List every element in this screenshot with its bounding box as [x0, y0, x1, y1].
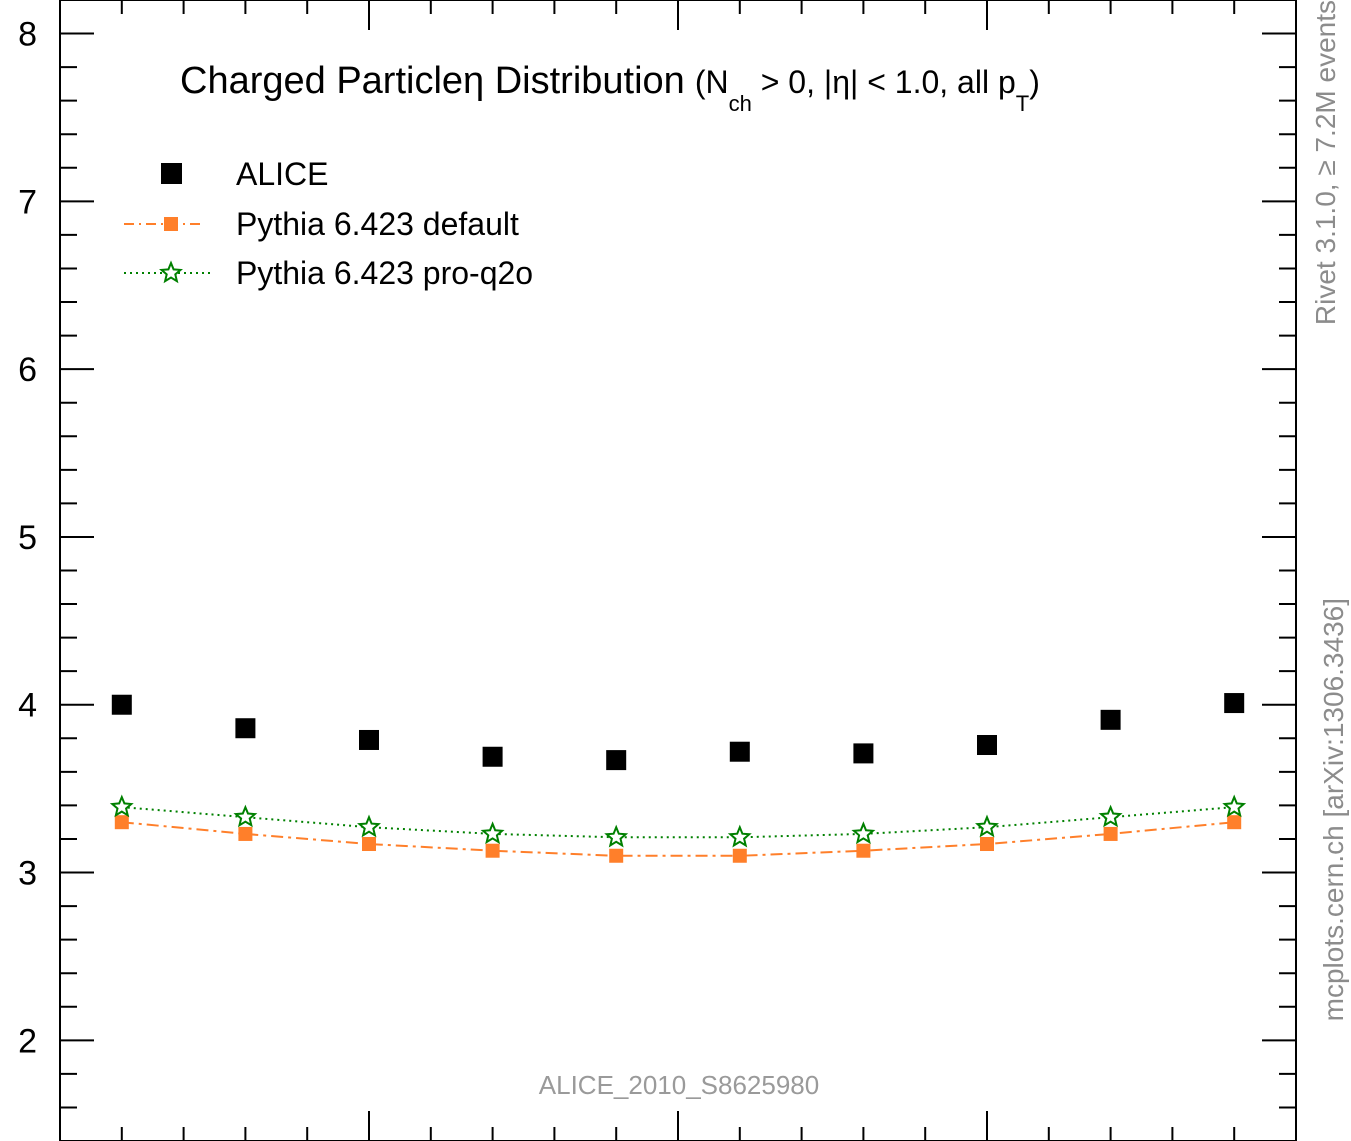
point-2-5 — [727, 824, 752, 848]
point-2-3 — [480, 821, 505, 845]
legend-label-pythia-default: Pythia 6.423 default — [236, 206, 519, 242]
series-layer — [109, 693, 1247, 863]
point-1-6 — [856, 843, 871, 858]
point-1-3 — [485, 843, 500, 858]
y-tick-label-3: 3 — [18, 855, 37, 893]
series-0 — [111, 693, 1245, 771]
y-tick-label-6: 6 — [18, 351, 37, 389]
legend-marker-pythia-default — [164, 217, 178, 231]
point-0-2 — [359, 729, 379, 750]
legend-marker-pythia-pro-q2o — [159, 260, 183, 284]
legend-entry-pythia-pro-q2o: Pythia 6.423 pro-q2o — [124, 255, 533, 291]
legend-entry-alice: ALICE — [161, 156, 328, 192]
axis-ticks — [59, 0, 1297, 1141]
point-1-8 — [1103, 826, 1118, 841]
point-0-1 — [235, 718, 256, 739]
y-tick-label-7: 7 — [18, 183, 37, 221]
point-1-0 — [114, 815, 129, 830]
point-1-4 — [609, 848, 624, 863]
y-tick-label-2: 2 — [18, 1022, 37, 1060]
legend-marker-alice — [161, 163, 182, 184]
point-2-8 — [1098, 804, 1123, 828]
series-line-2 — [121, 806, 1235, 839]
y-tick-label-4: 4 — [18, 687, 37, 725]
point-1-2 — [362, 837, 376, 852]
side-label-bottom: mcplots.cern.ch [arXiv:1306.3436] — [1318, 598, 1349, 1021]
point-1-9 — [1227, 815, 1242, 830]
point-0-3 — [482, 746, 503, 767]
analysis-label: ALICE_2010_S8625980 — [539, 1070, 819, 1100]
plot-frame — [59, 0, 1297, 1141]
y-tick-labels: 2 3 4 5 6 7 8 — [18, 16, 37, 1061]
point-1-1 — [238, 826, 253, 841]
point-2-4 — [604, 824, 629, 848]
point-0-8 — [1100, 709, 1121, 730]
point-2-2 — [357, 814, 381, 838]
point-0-7 — [977, 735, 997, 756]
point-2-7 — [975, 814, 999, 838]
point-2-0 — [109, 794, 134, 818]
legend-label-alice: ALICE — [236, 156, 328, 192]
point-0-6 — [853, 743, 874, 764]
chart-title: Charged Particleη Distribution (Nch > 0, … — [180, 60, 1040, 116]
point-1-7 — [980, 837, 994, 852]
point-0-9 — [1224, 693, 1245, 714]
legend-label-pythia-pro-q2o: Pythia 6.423 pro-q2o — [236, 255, 533, 291]
point-0-0 — [111, 694, 132, 715]
point-0-5 — [729, 741, 750, 762]
side-label-top: Rivet 3.1.0, ≥ 7.2M events — [1310, 0, 1341, 325]
series-line-1 — [121, 821, 1235, 857]
point-0-4 — [606, 750, 627, 771]
y-tick-label-5: 5 — [18, 519, 37, 557]
legend: ALICE Pythia 6.423 default Pythia 6.423 … — [124, 156, 533, 291]
series-2 — [109, 794, 1247, 848]
series-1 — [114, 815, 1242, 863]
point-2-6 — [851, 821, 876, 845]
legend-entry-pythia-default: Pythia 6.423 default — [124, 206, 519, 242]
point-1-5 — [732, 848, 747, 863]
y-tick-label-8: 8 — [18, 16, 37, 54]
point-2-1 — [233, 804, 258, 828]
point-2-9 — [1222, 794, 1247, 818]
